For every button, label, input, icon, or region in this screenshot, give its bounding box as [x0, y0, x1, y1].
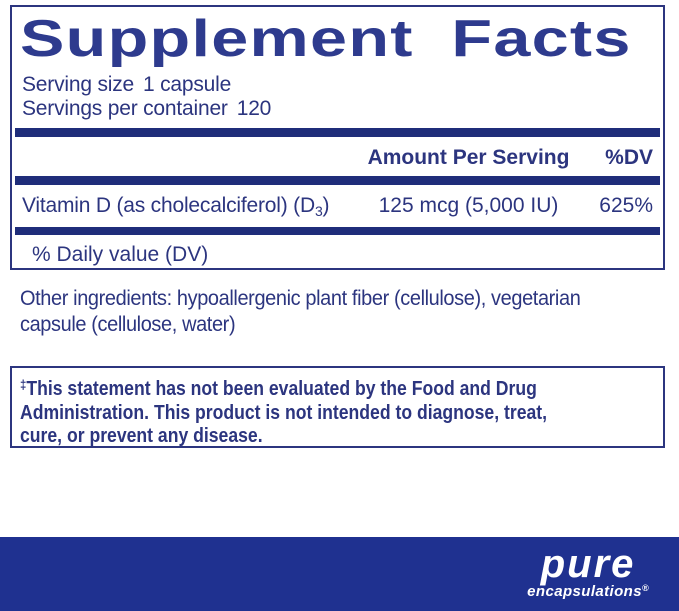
- nutrient-subscript: 3: [314, 203, 323, 219]
- double-dagger-mark: ‡: [20, 377, 27, 392]
- other-ingredients-line: Other ingredients: hypoallergenic plant …: [20, 287, 581, 310]
- daily-value-footnote: % Daily value (DV): [32, 243, 209, 266]
- percent-dv-header: %DV: [605, 146, 653, 169]
- serving-size-value: 1 capsule: [142, 73, 232, 96]
- disclaimer-line: ‡This statement has not been evaluated b…: [20, 377, 537, 400]
- table-row: Vitamin D (as cholecalciferol) (D3) 125 …: [12, 185, 663, 227]
- nutrient-name: Vitamin D (as cholecalciferol) (D3): [22, 194, 330, 219]
- brand-name: pure: [540, 542, 636, 586]
- disclaimer-line: Administration. This product is not inte…: [20, 401, 548, 424]
- servings-per-container-value: 120: [236, 97, 272, 120]
- registered-trademark-icon: ®: [641, 583, 649, 593]
- pure-encapsulations-logo: pure encapsulations®: [527, 542, 649, 600]
- table-header-row: Amount Per Serving %DV: [12, 137, 663, 176]
- servings-per-container-label: Servings per container: [22, 97, 228, 120]
- page-title: Supplement Facts: [20, 10, 632, 68]
- amount-per-serving-header: Amount Per Serving: [367, 146, 570, 169]
- fda-disclaimer-box: ‡This statement has not been evaluated b…: [10, 366, 665, 448]
- serving-size-label: Serving size: [22, 73, 134, 96]
- disclaimer-line: cure, or prevent any disease.: [20, 425, 263, 447]
- other-ingredients: Other ingredients: hypoallergenic plant …: [20, 286, 581, 338]
- brand-footer-band: pure encapsulations®: [0, 537, 679, 611]
- other-ingredients-line: capsule (cellulose, water): [20, 313, 236, 336]
- serving-size-line: Serving size 1 capsule: [22, 73, 663, 97]
- divider-bar-top: [15, 128, 660, 137]
- fda-disclaimer-text: ‡This statement has not been evaluated b…: [20, 373, 579, 447]
- nutrient-amount: 125 mcg (5,000 IU): [378, 194, 559, 217]
- servings-per-container-line: Servings per container 120: [22, 97, 663, 121]
- brand-subtitle: encapsulations®: [527, 583, 649, 600]
- divider-bar-header: [15, 176, 660, 185]
- supplement-facts-box: Supplement Facts Serving size 1 capsule S…: [10, 5, 665, 270]
- divider-bar-bottom: [15, 227, 660, 235]
- nutrient-dv: 625%: [599, 194, 653, 217]
